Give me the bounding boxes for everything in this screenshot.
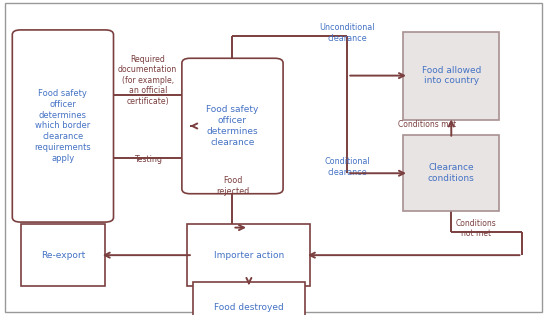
Text: Testing: Testing [133, 155, 162, 163]
FancyBboxPatch shape [13, 30, 114, 222]
FancyBboxPatch shape [403, 135, 499, 211]
Text: Food
rejected: Food rejected [216, 176, 249, 196]
FancyBboxPatch shape [403, 32, 499, 120]
Text: Food destroyed: Food destroyed [214, 303, 284, 312]
Text: Conditions
not met: Conditions not met [456, 219, 496, 238]
FancyBboxPatch shape [182, 58, 283, 194]
FancyBboxPatch shape [193, 282, 305, 315]
FancyBboxPatch shape [21, 224, 105, 286]
Text: Clearance
conditions: Clearance conditions [428, 163, 475, 183]
FancyBboxPatch shape [187, 224, 311, 286]
Text: Re-export: Re-export [41, 251, 85, 260]
Text: Importer action: Importer action [214, 251, 284, 260]
Text: Conditions met: Conditions met [398, 120, 456, 129]
Text: Conditional
clearance: Conditional clearance [324, 157, 370, 177]
Text: Food safety
officer
determines
clearance: Food safety officer determines clearance [206, 106, 259, 146]
Text: Unconditional
clearance: Unconditional clearance [319, 23, 375, 43]
Text: Food safety
officer
determines
which border
clearance
requirements
apply: Food safety officer determines which bor… [34, 89, 91, 163]
Text: Required
documentation
(for example,
an official
certificate): Required documentation (for example, an … [118, 55, 177, 106]
Text: Food allowed
into country: Food allowed into country [422, 66, 481, 85]
